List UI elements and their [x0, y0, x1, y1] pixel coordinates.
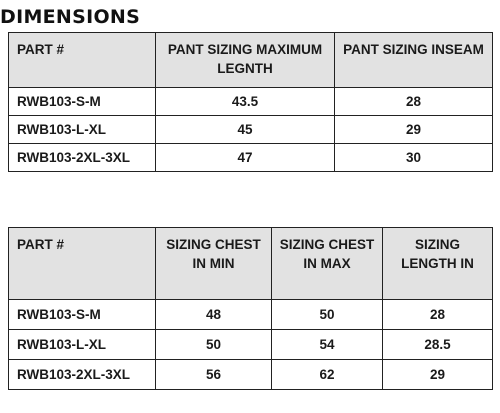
page-title: DIMENSIONS [0, 6, 141, 28]
chest-dimensions-table: PART # SIZING CHEST IN MIN SIZING CHEST … [8, 227, 493, 390]
column-header-pant-inseam: PANT SIZING INSEAM [334, 32, 493, 88]
column-header-length: SIZING LENGTH IN [382, 227, 493, 300]
table-cell: 43.5 [155, 87, 335, 116]
part-number-cell: RWB103-L-XL [8, 329, 156, 360]
column-header-pant-max-length: PANT SIZING MAXIMUM LEGNTH [155, 32, 335, 88]
table-cell: 30 [334, 143, 493, 172]
part-number-cell: RWB103-2XL-3XL [8, 143, 156, 172]
table-cell: 29 [334, 115, 493, 144]
table-cell: 45 [155, 115, 335, 144]
table-header-row: PART # PANT SIZING MAXIMUM LEGNTH PANT S… [8, 32, 493, 88]
table-row: RWB103-L-XL 45 29 [8, 115, 493, 144]
table-cell: 47 [155, 143, 335, 172]
table-cell: 62 [271, 359, 383, 390]
part-number-cell: RWB103-L-XL [8, 115, 156, 144]
table-row: RWB103-S-M 48 50 28 [8, 299, 493, 330]
table-cell: 28.5 [382, 329, 493, 360]
table-header-row: PART # SIZING CHEST IN MIN SIZING CHEST … [8, 227, 493, 300]
table-row: RWB103-2XL-3XL 47 30 [8, 143, 493, 172]
column-header-chest-min: SIZING CHEST IN MIN [155, 227, 272, 300]
table-cell: 50 [155, 329, 272, 360]
table-row: RWB103-S-M 43.5 28 [8, 87, 493, 116]
column-header-part: PART # [8, 32, 156, 88]
table-cell: 50 [271, 299, 383, 330]
pant-dimensions-table: PART # PANT SIZING MAXIMUM LEGNTH PANT S… [8, 32, 493, 172]
column-header-part: PART # [8, 227, 156, 300]
table-row: RWB103-2XL-3XL 56 62 29 [8, 359, 493, 390]
table-cell: 28 [382, 299, 493, 330]
part-number-cell: RWB103-2XL-3XL [8, 359, 156, 390]
table-cell: 48 [155, 299, 272, 330]
column-header-chest-max: SIZING CHEST IN MAX [271, 227, 383, 300]
table-cell: 54 [271, 329, 383, 360]
part-number-cell: RWB103-S-M [8, 299, 156, 330]
part-number-cell: RWB103-S-M [8, 87, 156, 116]
table-cell: 28 [334, 87, 493, 116]
table-cell: 29 [382, 359, 493, 390]
table-row: RWB103-L-XL 50 54 28.5 [8, 329, 493, 360]
table-cell: 56 [155, 359, 272, 390]
